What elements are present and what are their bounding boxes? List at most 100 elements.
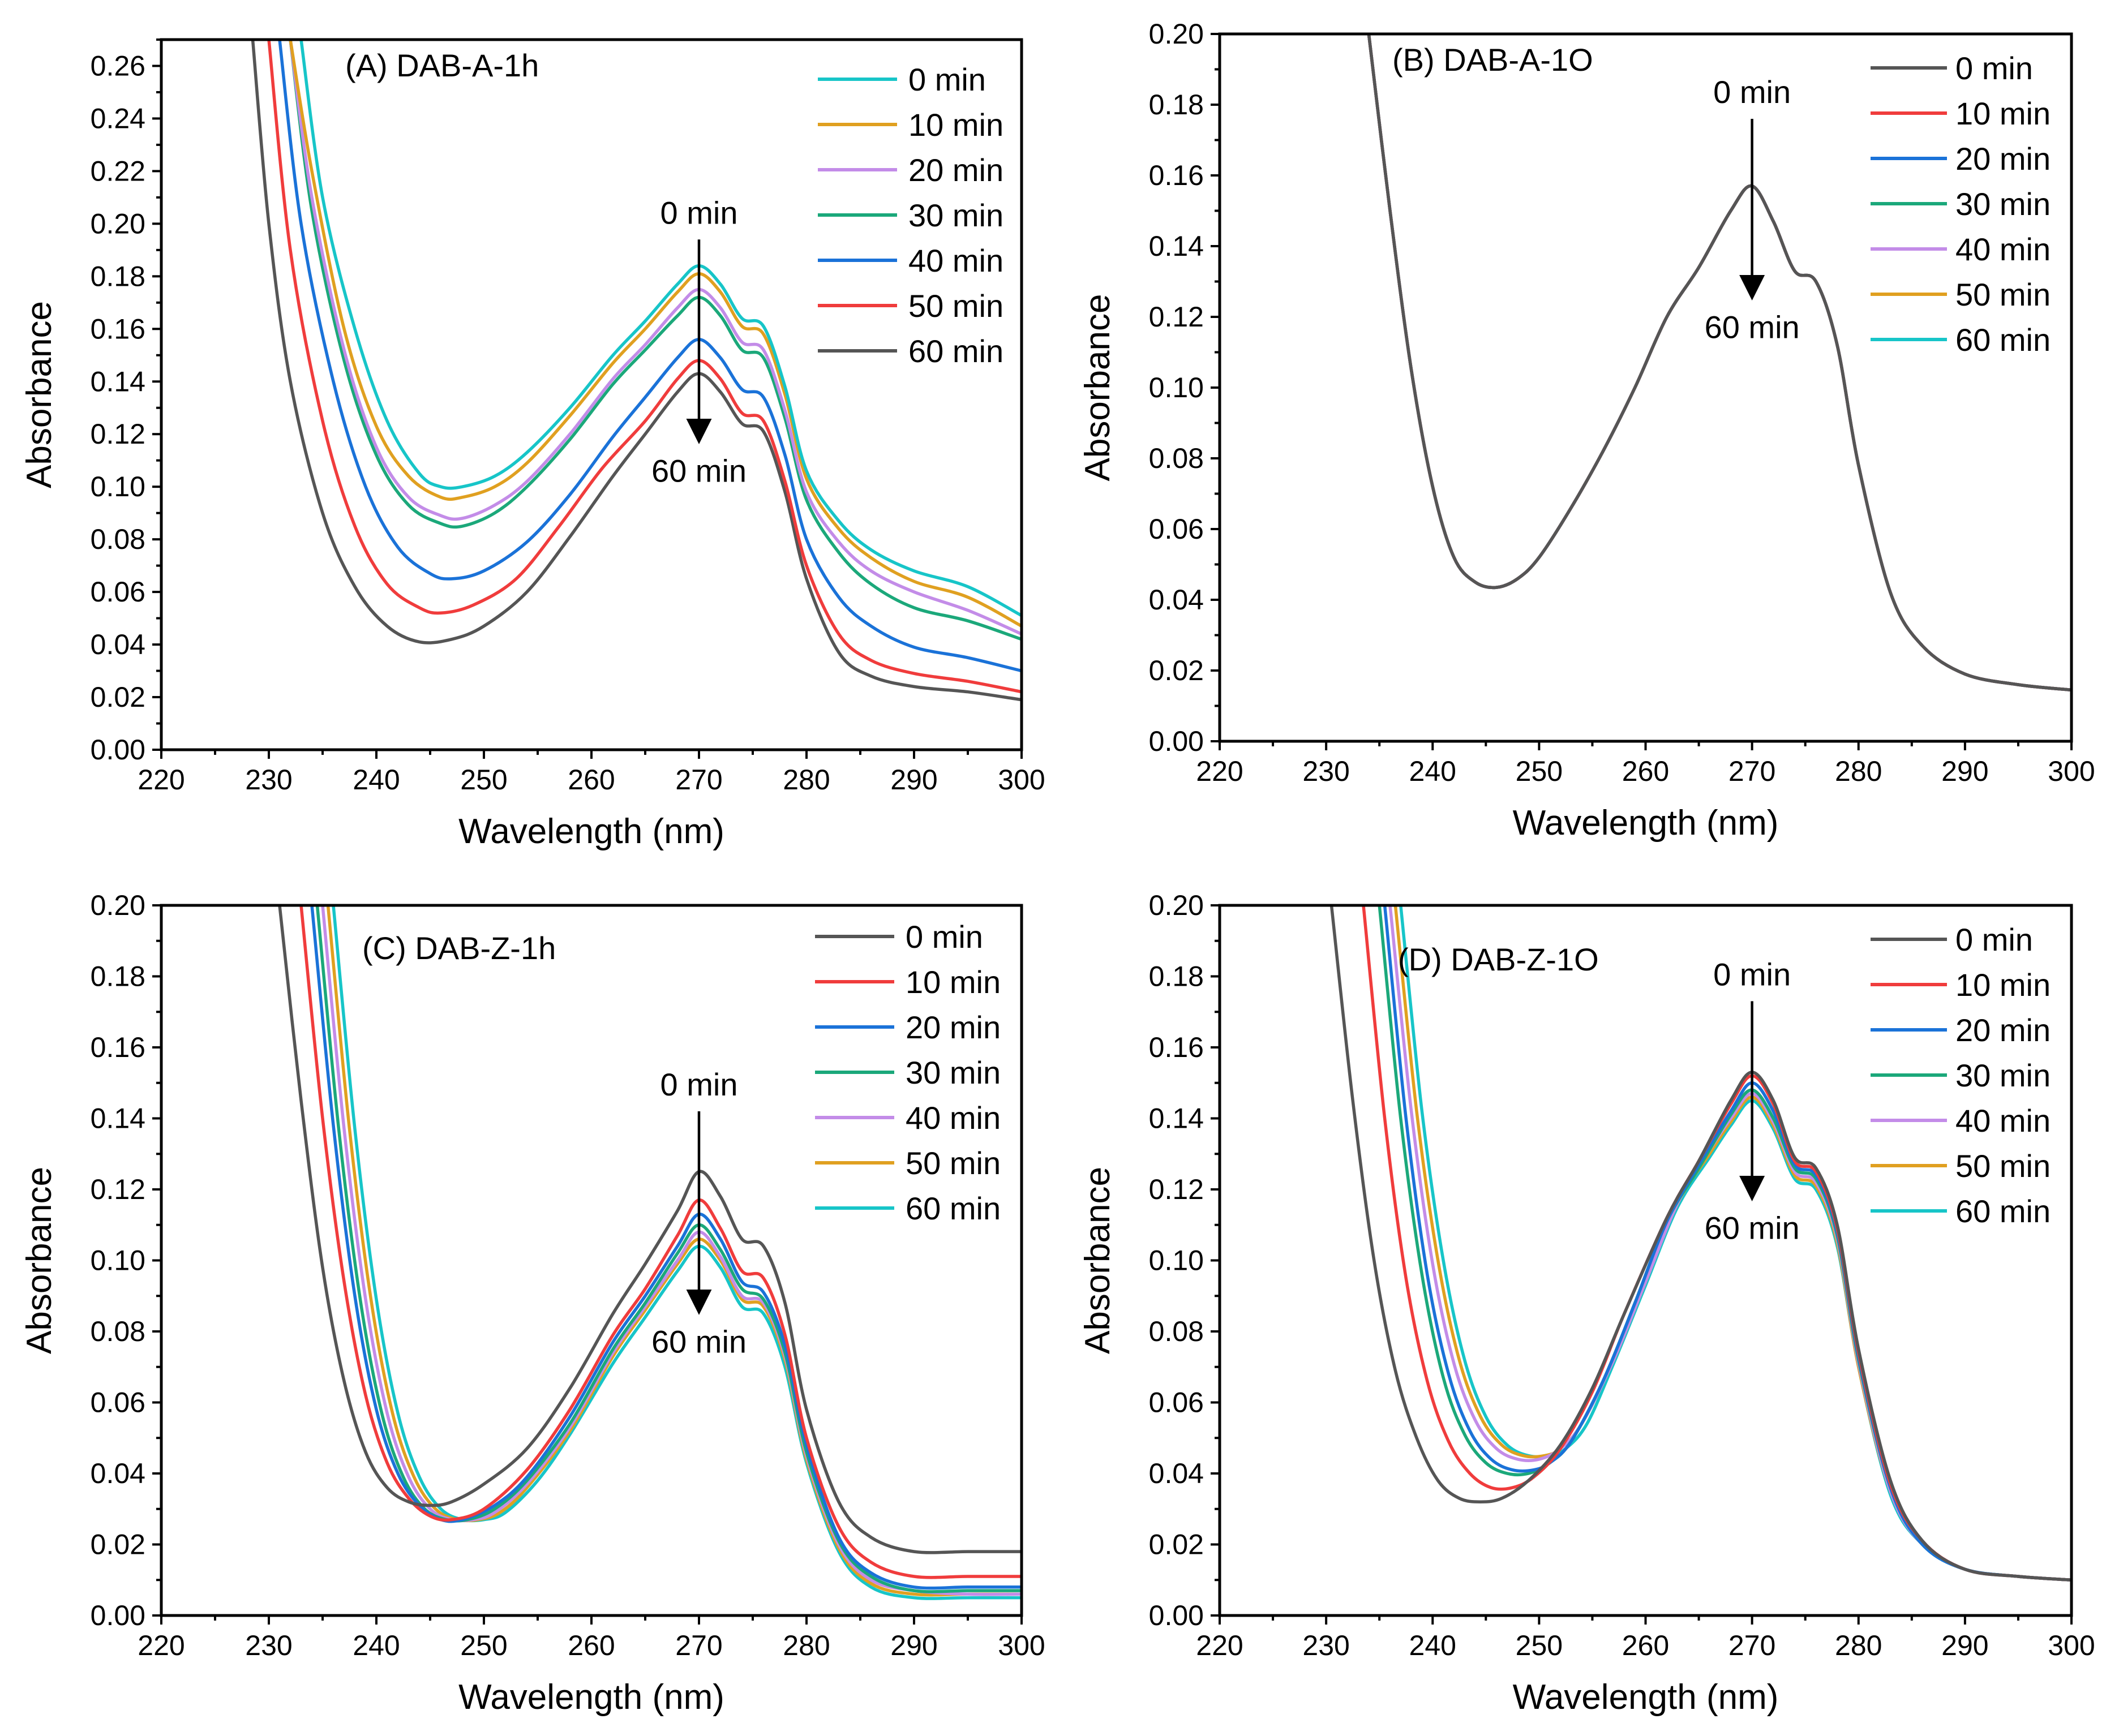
x-tick-label: 290 (1941, 755, 1988, 787)
legend-label: 50 min (906, 1145, 1001, 1181)
arrow-start-label: 0 min (660, 1067, 738, 1102)
legend: 0 min 10 min 20 min 30 min 40 min 50 min 60 mi… (815, 919, 1001, 1226)
legend-label: 10 min (1955, 96, 2051, 131)
series-line-20-min (289, 40, 1022, 636)
panel-label: (D) DAB-Z-1O (1398, 942, 1599, 977)
panel-d: 220 230 240 250 260 270 280 290 300 0.00 0.02 0.04 0… (1078, 890, 2095, 1717)
series-line-60-min (251, 40, 1022, 702)
y-tick-label: 0.08 (91, 523, 145, 555)
y-tick-label: 0.18 (1149, 89, 1204, 121)
x-tick-label: 270 (1728, 755, 1775, 787)
series-group (278, 905, 1022, 1600)
y-tick-label: 0.10 (1149, 1245, 1204, 1277)
x-tick-label: 280 (783, 764, 830, 796)
legend-label: 0 min (1955, 922, 2033, 957)
y-tick-label: 0.00 (1149, 1600, 1204, 1631)
legend-label: 50 min (908, 288, 1003, 324)
x-tick-label: 260 (1622, 755, 1669, 787)
x-tick-label: 270 (1728, 1630, 1775, 1661)
legend-label: 20 min (908, 152, 1003, 188)
y-tick-label: 0.06 (1149, 1387, 1204, 1419)
legend-label: 20 min (906, 1009, 1001, 1045)
y-tick-label: 0.16 (91, 1032, 145, 1063)
x-tick-label: 270 (675, 764, 722, 796)
y-tick-label: 0.04 (91, 629, 145, 660)
series-group (1329, 905, 2071, 1582)
arrow-end-label: 60 min (1705, 310, 1800, 345)
legend-label: 50 min (1955, 1148, 2051, 1184)
series-line-0-min (299, 40, 1022, 617)
panel-a: 220 230 240 250 260 270 280 290 300 0.00 0.02 0.04 0… (20, 38, 1045, 851)
legend-label: 30 min (1955, 186, 2051, 222)
x-tick-label: 290 (1941, 1630, 1988, 1661)
y-tick-label: 0.16 (91, 313, 145, 345)
panel-label: (A) DAB-A-1h (345, 48, 539, 83)
legend: 0 min 10 min 20 min 30 min 40 min 50 min 60 mi… (1871, 922, 2051, 1229)
series-line-10-min (1367, 34, 2071, 692)
y-axis-title: Absorbance (1078, 1167, 1117, 1354)
y-tick-label: 0.24 (91, 102, 145, 134)
x-axis-title: Wavelength (nm) (458, 1678, 724, 1717)
y-tick-label: 0.06 (91, 1387, 145, 1419)
y-axis-title: Absorbance (20, 1167, 59, 1354)
y-tick-label: 0.02 (91, 681, 145, 713)
panel-label: (C) DAB-Z-1h (362, 930, 556, 966)
y-tick-label: 0.12 (91, 1174, 145, 1205)
y-tick-label: 0.08 (91, 1316, 145, 1347)
legend-label: 60 min (908, 333, 1003, 369)
legend-label: 40 min (1955, 231, 2051, 267)
x-tick-label: 280 (1835, 755, 1882, 787)
legend-label: 10 min (906, 964, 1001, 1000)
y-tick-label: 0.18 (91, 260, 145, 292)
x-tick-label: 250 (1516, 1630, 1563, 1661)
y-tick-label: 0.18 (1149, 961, 1204, 992)
legend-label: 60 min (1955, 322, 2051, 358)
x-tick-label: 290 (890, 1630, 937, 1661)
x-axis-title: Wavelength (nm) (458, 812, 724, 851)
arrow-end-label: 60 min (651, 453, 747, 489)
y-tick-label: 0.12 (91, 418, 145, 450)
y-tick-label: 0.08 (1149, 442, 1204, 474)
legend-label: 40 min (908, 243, 1003, 278)
y-tick-label: 0.02 (1149, 655, 1204, 686)
y-axis-title: Absorbance (1078, 294, 1117, 482)
y-tick-label: 0.04 (91, 1458, 145, 1489)
series-line-20-min (1367, 34, 2071, 692)
y-tick-label: 0.14 (1149, 230, 1204, 262)
y-tick-label: 0.20 (91, 890, 145, 921)
x-tick-label: 300 (2048, 1630, 2095, 1661)
y-tick-label: 0.04 (1149, 1458, 1204, 1489)
y-tick-label: 0.12 (1149, 1174, 1204, 1205)
plot-frame (1218, 904, 2073, 1617)
legend-label: 60 min (1955, 1193, 2051, 1229)
x-tick-label: 230 (245, 764, 292, 796)
x-tick-label: 280 (1835, 1630, 1882, 1661)
series-line-30-min (289, 40, 1022, 641)
legend-label: 30 min (906, 1055, 1001, 1090)
series-line-10-min (299, 905, 1022, 1579)
y-tick-label: 0.00 (1149, 725, 1204, 757)
panel-c: 220 230 240 250 260 270 280 290 300 0.00 0.02 0.04 0… (20, 890, 1045, 1717)
x-tick-label: 300 (2048, 755, 2095, 787)
series-line-50-min (1367, 34, 2071, 692)
series-line-40-min (278, 40, 1022, 673)
legend-label: 60 min (906, 1191, 1001, 1226)
legend-label: 50 min (1955, 277, 2051, 312)
plot-frame (1218, 32, 2073, 743)
x-tick-label: 290 (890, 764, 937, 796)
legend-label: 0 min (908, 62, 986, 97)
x-tick-label: 240 (1409, 755, 1456, 787)
y-tick-label: 0.12 (1149, 301, 1204, 333)
legend-label: 0 min (906, 919, 983, 955)
legend-label: 20 min (1955, 141, 2051, 177)
series-line-0-min (1367, 34, 2071, 692)
x-tick-label: 220 (138, 764, 185, 796)
arrow-start-label: 0 min (1713, 74, 1791, 110)
y-tick-label: 0.22 (91, 155, 145, 187)
arrow-start-label: 0 min (1713, 956, 1791, 992)
series-line-20-min (310, 905, 1022, 1590)
x-axis-title: Wavelength (nm) (1513, 1678, 1779, 1717)
series-group (251, 40, 1022, 702)
y-tick-label: 0.00 (91, 1600, 145, 1631)
y-tick-label: 0.16 (1149, 160, 1204, 191)
